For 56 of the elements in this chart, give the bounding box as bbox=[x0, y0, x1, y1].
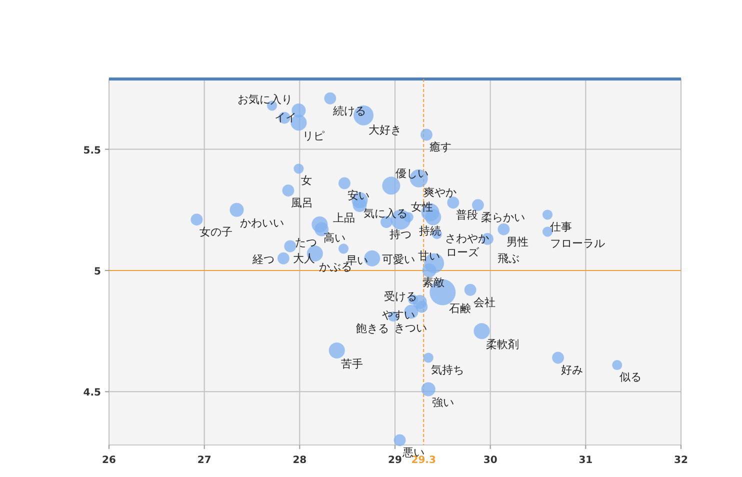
x-tick-label: 30 bbox=[483, 455, 498, 466]
data-label: 似る bbox=[620, 370, 642, 384]
data-label: 続ける bbox=[332, 104, 366, 118]
data-label: リピ bbox=[302, 130, 325, 143]
data-label: 柔軟剤 bbox=[486, 338, 519, 352]
data-label: 経つ bbox=[252, 252, 275, 266]
x-tick-label: 31 bbox=[578, 455, 593, 466]
data-label: やすい bbox=[382, 308, 415, 322]
x-tick-label: 29 bbox=[388, 455, 402, 466]
data-label: 気に入る bbox=[364, 207, 408, 220]
data-label: お気に入り bbox=[238, 93, 293, 106]
data-label: 優しい bbox=[396, 167, 429, 180]
data-label: 好み bbox=[561, 364, 583, 377]
data-label: 飛ぶ bbox=[497, 252, 520, 265]
data-label: 癒す bbox=[429, 140, 452, 154]
data-label: 甘い bbox=[418, 249, 440, 262]
data-label: きつい bbox=[394, 322, 427, 335]
data-label: 安い bbox=[347, 189, 370, 202]
x-tick-label: 26 bbox=[102, 455, 116, 466]
data-label: 柔らかい bbox=[480, 211, 525, 224]
data-label: イイ bbox=[274, 111, 297, 124]
y-tick-label: 5 bbox=[94, 266, 102, 278]
data-label: 素敵 bbox=[422, 276, 445, 290]
data-label: 爽やか bbox=[423, 186, 456, 199]
data-label: 持続 bbox=[418, 224, 441, 238]
data-label: 女性 bbox=[410, 200, 433, 214]
data-label: たつ bbox=[295, 236, 318, 249]
data-label: さわやか bbox=[445, 232, 490, 246]
data-label: 女 bbox=[301, 174, 312, 188]
data-label: 持つ bbox=[389, 228, 412, 241]
data-label: ローズ bbox=[446, 246, 480, 260]
ref-line-label: 29.3 bbox=[411, 455, 436, 466]
data-label: 気持ち bbox=[430, 363, 464, 376]
data-label: 飽きる bbox=[356, 322, 390, 336]
data-label: 仕事 bbox=[550, 220, 572, 234]
data-label: 風呂 bbox=[291, 196, 314, 210]
data-label: 上品 bbox=[333, 212, 356, 225]
data-label: 苦手 bbox=[340, 357, 363, 370]
data-label: かわいい bbox=[240, 216, 284, 230]
data-label: 石鹸 bbox=[449, 302, 472, 315]
x-tick-label: 32 bbox=[674, 455, 688, 466]
y-tick-label: 4.5 bbox=[83, 388, 102, 399]
data-label: 受ける bbox=[384, 290, 418, 303]
data-label: 男性 bbox=[506, 235, 529, 248]
data-label: 普段 bbox=[456, 208, 478, 222]
x-tick-label: 27 bbox=[197, 455, 212, 466]
data-label: 会社 bbox=[473, 296, 496, 309]
data-label: 女の子 bbox=[200, 226, 233, 239]
data-label: 高い bbox=[324, 231, 346, 244]
data-label: 大好き bbox=[368, 123, 402, 136]
data-label: 可愛い bbox=[382, 252, 416, 266]
x-tick-label: 28 bbox=[292, 455, 307, 466]
data-label: 強い bbox=[432, 396, 454, 409]
data-label: 大人 bbox=[293, 252, 316, 266]
data-label: フローラル bbox=[550, 237, 606, 250]
y-tick-label: 5.5 bbox=[83, 145, 102, 156]
